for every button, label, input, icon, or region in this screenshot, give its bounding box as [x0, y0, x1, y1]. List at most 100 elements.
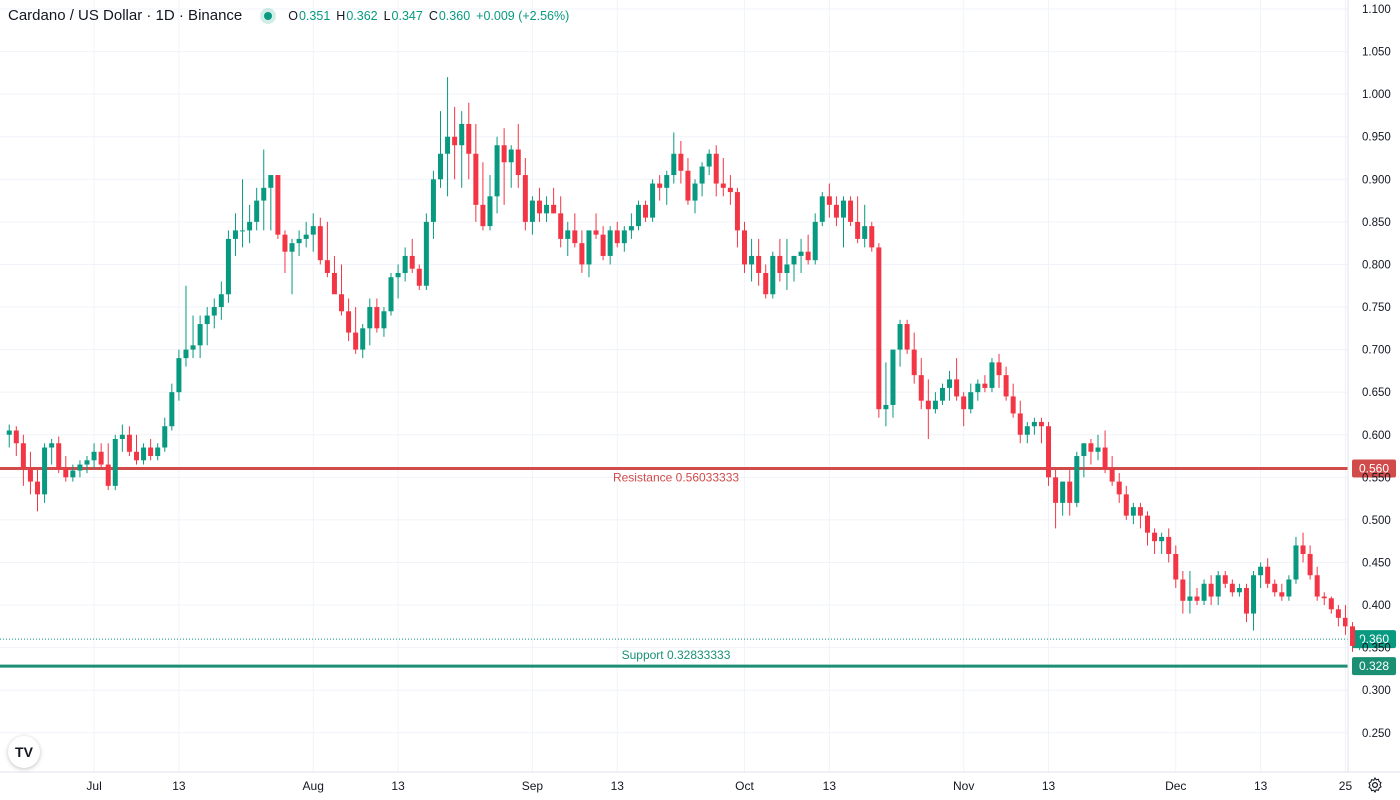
time-tick-label: 13	[1254, 779, 1268, 793]
candle	[70, 464, 76, 482]
candle	[692, 179, 698, 214]
candle	[1321, 592, 1327, 606]
candle-body	[1243, 588, 1249, 614]
candle	[1279, 583, 1285, 601]
level-lines: 0.360 Resistance 0.56033333 0.560 Support 0…	[0, 459, 1396, 676]
price-tick-label: 0.850	[1362, 217, 1391, 229]
candle	[1208, 575, 1214, 606]
candle-body	[798, 251, 804, 256]
candle	[869, 221, 875, 252]
candle	[862, 204, 868, 248]
candle-body	[1003, 375, 1009, 397]
candle	[678, 140, 684, 184]
candle	[989, 358, 995, 393]
candle	[1286, 575, 1292, 601]
candle-body	[1251, 575, 1257, 614]
candle-body	[42, 447, 48, 495]
time-tick-label: 13	[611, 779, 625, 793]
candle-body	[1328, 598, 1334, 610]
candle-body	[572, 230, 578, 244]
candle-body	[855, 221, 861, 239]
candle-body	[1081, 443, 1087, 457]
candle-body	[749, 255, 755, 265]
time-tick-label: Jul	[86, 779, 101, 793]
candle-body	[324, 260, 330, 273]
candle-body	[869, 226, 875, 248]
price-tick-label: 1.100	[1362, 4, 1391, 16]
candle	[756, 238, 762, 286]
candle-body	[367, 307, 373, 329]
candle	[558, 196, 564, 248]
settings-gear-icon[interactable]	[1366, 776, 1384, 794]
candle	[1187, 570, 1193, 614]
candle	[1046, 421, 1052, 486]
candle	[49, 439, 55, 465]
price-tick-label: 0.450	[1362, 557, 1391, 569]
candle	[247, 204, 253, 244]
resistance-label: Resistance 0.56033333	[613, 471, 739, 485]
tradingview-logo-icon[interactable]: TV	[8, 736, 40, 768]
candle-body	[1024, 426, 1030, 435]
candle-body	[536, 200, 542, 214]
candle-body	[1159, 536, 1165, 542]
candle-body	[35, 481, 41, 495]
symbol-title[interactable]: Cardano / US Dollar · 1D · Binance	[8, 7, 243, 24]
candle-body	[635, 204, 641, 227]
close-value: 0.360	[438, 8, 471, 23]
legend-header: Cardano / US Dollar · 1D · Binance O 0.35…	[8, 7, 569, 24]
candle	[346, 298, 352, 342]
candle-body	[586, 230, 592, 265]
price-tick-label: 0.750	[1362, 302, 1391, 314]
candle	[324, 221, 330, 278]
candle-body	[487, 196, 493, 227]
candle	[812, 213, 818, 265]
candle	[310, 213, 316, 252]
candle	[848, 196, 854, 227]
candle	[713, 145, 719, 197]
candle-body	[791, 255, 797, 265]
candle-body	[1258, 566, 1264, 576]
candle-body	[996, 362, 1002, 376]
candle-body	[756, 255, 762, 273]
candle	[664, 170, 670, 205]
candle-body	[1201, 583, 1207, 601]
candle-body	[558, 213, 564, 239]
candle	[240, 179, 246, 248]
candle-body	[1137, 507, 1143, 516]
candle-body	[98, 451, 104, 465]
candle	[1102, 430, 1108, 474]
price-tick-label: 0.950	[1362, 132, 1391, 144]
candle-body	[1194, 596, 1200, 601]
candle-body	[1116, 481, 1122, 495]
candle	[1081, 443, 1087, 478]
candle	[996, 353, 1002, 388]
high-label: H	[336, 8, 346, 23]
candle	[975, 379, 981, 401]
candle-body	[1109, 468, 1115, 482]
time-tick-label: 25	[1339, 779, 1353, 793]
candle-body	[720, 183, 726, 188]
candle	[784, 238, 790, 290]
change-value: +0.009 (+2.56%)	[476, 8, 570, 23]
candle-body	[1229, 583, 1235, 593]
candle-body	[742, 230, 748, 265]
last-price-badge-text: 0.360	[1359, 632, 1389, 646]
candle	[112, 434, 118, 491]
candle-body	[112, 439, 118, 486]
candle	[890, 349, 896, 418]
resistance-badge	[1352, 459, 1396, 478]
candle-body	[282, 234, 288, 252]
candle	[487, 175, 493, 231]
candle-body	[1279, 592, 1285, 597]
candle	[261, 149, 267, 231]
candle-body	[240, 230, 246, 232]
candle-body	[452, 136, 458, 146]
candle	[1053, 468, 1059, 529]
candle	[826, 183, 832, 218]
candle	[317, 217, 323, 265]
candle-body	[480, 204, 486, 227]
candle	[133, 434, 139, 465]
candle-body	[1321, 596, 1327, 599]
candle	[840, 196, 846, 248]
